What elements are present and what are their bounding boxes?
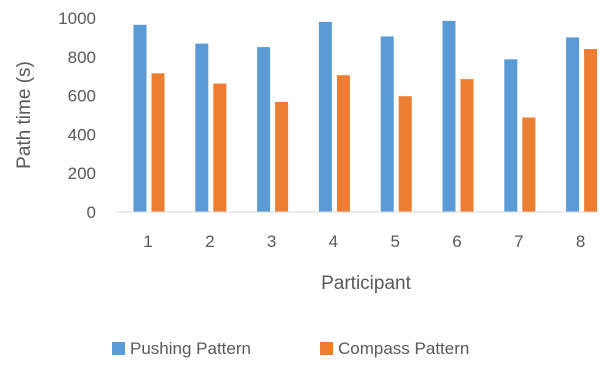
x-tick-label: 4 xyxy=(329,232,338,251)
y-tick-label: 200 xyxy=(68,164,96,183)
bar-pushing-7 xyxy=(504,59,518,213)
x-tick-label: 3 xyxy=(267,232,276,251)
bar-pushing-6 xyxy=(442,20,456,212)
bar-compass-7 xyxy=(522,117,536,212)
legend-swatch-pushing xyxy=(112,342,125,355)
x-tick-label: 5 xyxy=(390,232,399,251)
bar-pushing-2 xyxy=(195,43,209,212)
x-tick-label: 6 xyxy=(452,232,461,251)
y-tick-label: 1000 xyxy=(58,9,96,28)
bar-compass-6 xyxy=(460,79,474,212)
x-tick-label: 8 xyxy=(576,232,585,251)
y-tick-label: 800 xyxy=(68,48,96,67)
bars xyxy=(133,20,598,213)
y-tick-label: 0 xyxy=(87,203,96,222)
bar-compass-1 xyxy=(151,73,165,212)
x-axis-title: Participant xyxy=(321,273,411,294)
bar-pushing-5 xyxy=(380,36,394,213)
bar-pushing-1 xyxy=(133,24,147,213)
bar-compass-4 xyxy=(336,75,350,212)
bar-pushing-8 xyxy=(566,37,580,213)
x-tick-label: 1 xyxy=(143,232,152,251)
bar-compass-2 xyxy=(213,83,227,213)
bar-compass-5 xyxy=(398,96,412,212)
y-axis-ticks: 0 200 400 600 800 1000 xyxy=(58,9,96,222)
bar-compass-3 xyxy=(275,102,289,212)
legend-label-pushing: Pushing Pattern xyxy=(130,339,251,358)
legend-label-compass: Compass Pattern xyxy=(338,339,469,358)
x-axis-ticks: 1 2 3 4 5 6 7 8 xyxy=(143,232,585,251)
bar-pushing-3 xyxy=(257,47,271,212)
bar-pushing-4 xyxy=(318,21,332,212)
y-tick-label: 600 xyxy=(68,87,96,106)
legend: Pushing Pattern Compass Pattern xyxy=(112,339,469,358)
x-tick-label: 2 xyxy=(205,232,214,251)
y-axis-title: Path time (s) xyxy=(14,61,35,169)
y-tick-label: 400 xyxy=(68,125,96,144)
legend-swatch-compass xyxy=(320,342,333,355)
bar-compass-8 xyxy=(584,49,598,212)
x-tick-label: 7 xyxy=(514,232,523,251)
